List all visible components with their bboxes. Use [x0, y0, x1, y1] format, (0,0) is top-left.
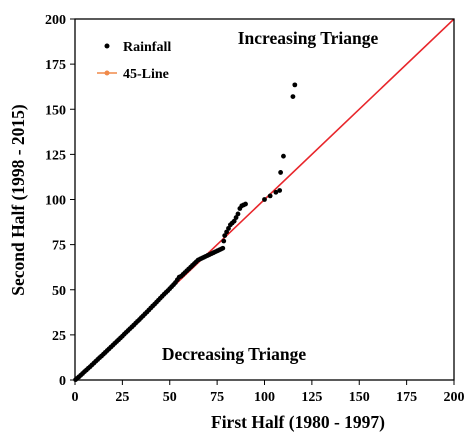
rainfall-point	[277, 188, 283, 193]
y-tick-label: 50	[52, 284, 66, 299]
y-tick-label: 125	[45, 148, 66, 163]
rainfall-point	[222, 233, 228, 239]
y-tick-label: 25	[52, 329, 66, 344]
rainfall-point	[267, 193, 273, 199]
annotation-upper: Increasing Triange	[238, 28, 379, 48]
rainfall-point	[281, 153, 286, 159]
rainfall-point	[224, 229, 230, 235]
rainfall-point	[231, 218, 237, 224]
rainfall-point	[226, 225, 231, 231]
x-tick-label: 50	[163, 390, 177, 405]
legend: Rainfall 45-Line	[97, 40, 171, 82]
y-tick-label: 75	[52, 239, 66, 254]
rainfall-point	[220, 245, 226, 251]
y-tick-label: 175	[45, 58, 66, 73]
rainfall-point	[292, 82, 298, 88]
x-tick-label: 125	[301, 390, 322, 405]
x-tick-label: 0	[72, 390, 79, 405]
x-axis-label: First Half (1980 - 1997)	[211, 412, 385, 432]
rainfall-point	[278, 170, 284, 175]
rainfall-point	[273, 189, 279, 195]
y-axis-label: Second Half (1998 - 2015)	[8, 104, 28, 296]
rainfall-point	[221, 238, 227, 244]
rainfall-point	[290, 94, 296, 100]
x-tick-label: 150	[349, 390, 370, 405]
rainfall-point	[235, 211, 241, 217]
x-tick-label: 175	[396, 390, 417, 405]
rainfall-point	[262, 197, 267, 202]
rainfall-point	[243, 201, 248, 207]
annotation-lower: Decreasing Triange	[162, 344, 307, 364]
x-tick-label: 200	[444, 390, 465, 405]
y-tick-label: 100	[45, 194, 66, 209]
y-tick-label: 0	[59, 374, 66, 389]
legend-label-rainfall: Rainfall	[123, 40, 171, 55]
legend-label-45-line: 45-Line	[123, 67, 169, 82]
y-tick-label: 200	[45, 13, 66, 28]
x-tick-label: 25	[115, 390, 129, 405]
legend-marker-rainfall	[104, 43, 110, 49]
legend-marker-45-line-dot	[104, 70, 110, 76]
x-tick-label: 100	[254, 390, 275, 405]
x-tick-label: 75	[210, 390, 224, 405]
rainfall-point	[233, 215, 239, 220]
y-tick-label: 150	[45, 103, 66, 118]
